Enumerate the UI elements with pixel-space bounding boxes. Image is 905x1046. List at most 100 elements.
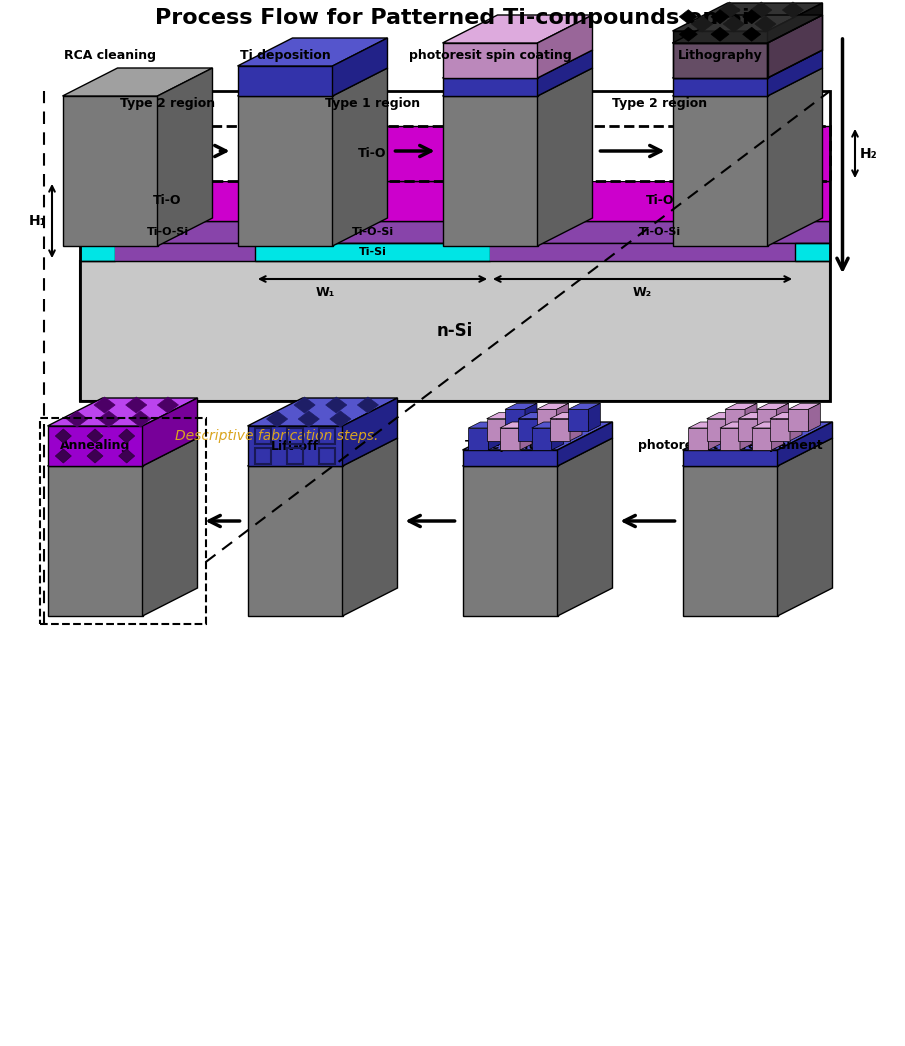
Polygon shape <box>557 438 613 616</box>
Polygon shape <box>767 50 823 96</box>
Polygon shape <box>682 422 833 450</box>
Text: W₁: W₁ <box>316 287 335 299</box>
Polygon shape <box>777 422 833 467</box>
Bar <box>80 221 830 243</box>
Polygon shape <box>500 428 520 450</box>
Polygon shape <box>247 397 397 426</box>
Polygon shape <box>531 428 552 450</box>
Polygon shape <box>157 397 178 413</box>
Polygon shape <box>767 15 823 78</box>
Polygon shape <box>557 404 568 431</box>
Bar <box>795 243 830 262</box>
Bar <box>80 243 830 262</box>
Bar <box>115 243 255 262</box>
Polygon shape <box>672 15 823 43</box>
Polygon shape <box>672 68 823 96</box>
Polygon shape <box>55 429 71 444</box>
Bar <box>255 243 490 262</box>
Polygon shape <box>757 404 788 409</box>
Polygon shape <box>298 411 319 427</box>
Polygon shape <box>752 422 784 428</box>
Polygon shape <box>462 438 613 467</box>
Polygon shape <box>709 422 720 450</box>
Polygon shape <box>157 68 213 246</box>
Polygon shape <box>738 413 770 418</box>
Polygon shape <box>247 426 342 467</box>
Polygon shape <box>767 3 823 43</box>
Polygon shape <box>720 422 752 428</box>
Bar <box>80 91 830 401</box>
Polygon shape <box>689 428 709 450</box>
Polygon shape <box>538 68 593 246</box>
Polygon shape <box>672 43 767 78</box>
Polygon shape <box>47 438 197 467</box>
Polygon shape <box>462 467 557 616</box>
Polygon shape <box>552 422 564 450</box>
Polygon shape <box>500 422 532 428</box>
Text: Process Flow for Patterned Ti-compounds on Si: Process Flow for Patterned Ti-compounds … <box>155 8 749 28</box>
Polygon shape <box>750 2 772 18</box>
Text: ·: · <box>97 426 103 446</box>
Polygon shape <box>689 422 720 428</box>
Polygon shape <box>443 50 593 78</box>
Polygon shape <box>672 31 767 43</box>
Polygon shape <box>682 438 833 467</box>
Polygon shape <box>740 422 752 450</box>
Polygon shape <box>487 418 507 440</box>
Polygon shape <box>505 404 537 409</box>
Polygon shape <box>487 413 519 418</box>
Polygon shape <box>99 411 119 427</box>
Polygon shape <box>94 397 115 413</box>
Polygon shape <box>237 66 332 96</box>
Text: Ti deposition: Ti deposition <box>240 49 330 63</box>
Polygon shape <box>790 413 802 440</box>
Polygon shape <box>682 450 777 467</box>
Text: H₁: H₁ <box>29 214 47 228</box>
Text: photoresit spin coating: photoresit spin coating <box>409 49 571 63</box>
Polygon shape <box>119 449 135 463</box>
Polygon shape <box>462 450 557 467</box>
Text: Type 2 region: Type 2 region <box>613 97 708 111</box>
Polygon shape <box>758 413 770 440</box>
Polygon shape <box>357 397 378 413</box>
Text: Type 1 region: Type 1 region <box>325 97 420 111</box>
Bar <box>80 181 830 221</box>
Polygon shape <box>538 50 593 96</box>
Polygon shape <box>538 15 593 78</box>
Polygon shape <box>680 27 698 41</box>
Text: n-Si: n-Si <box>437 322 473 340</box>
Polygon shape <box>538 413 550 440</box>
Bar <box>115 126 255 181</box>
Polygon shape <box>294 397 315 413</box>
Text: Ti deposition: Ti deposition <box>464 439 556 453</box>
Polygon shape <box>129 411 151 427</box>
Polygon shape <box>119 429 135 444</box>
Polygon shape <box>723 16 744 32</box>
Polygon shape <box>711 27 729 41</box>
Text: Ti-O: Ti-O <box>358 147 386 160</box>
Polygon shape <box>62 96 157 246</box>
Polygon shape <box>776 404 788 431</box>
Polygon shape <box>770 418 790 440</box>
Polygon shape <box>525 404 537 431</box>
Polygon shape <box>47 467 142 616</box>
Polygon shape <box>67 411 88 427</box>
Polygon shape <box>87 449 103 463</box>
Polygon shape <box>672 50 823 78</box>
Polygon shape <box>782 2 804 18</box>
Polygon shape <box>770 413 802 418</box>
Text: RCA cleaning: RCA cleaning <box>64 49 156 63</box>
Polygon shape <box>682 467 777 616</box>
Polygon shape <box>443 96 538 246</box>
Polygon shape <box>468 428 489 450</box>
Polygon shape <box>570 413 582 440</box>
Polygon shape <box>326 397 347 413</box>
Polygon shape <box>443 15 593 43</box>
Polygon shape <box>557 422 613 467</box>
Text: Annealing: Annealing <box>60 439 130 453</box>
Bar <box>490 243 795 262</box>
Polygon shape <box>691 16 712 32</box>
Text: Ti-O: Ti-O <box>153 195 182 207</box>
Polygon shape <box>329 411 351 427</box>
Polygon shape <box>47 397 197 426</box>
